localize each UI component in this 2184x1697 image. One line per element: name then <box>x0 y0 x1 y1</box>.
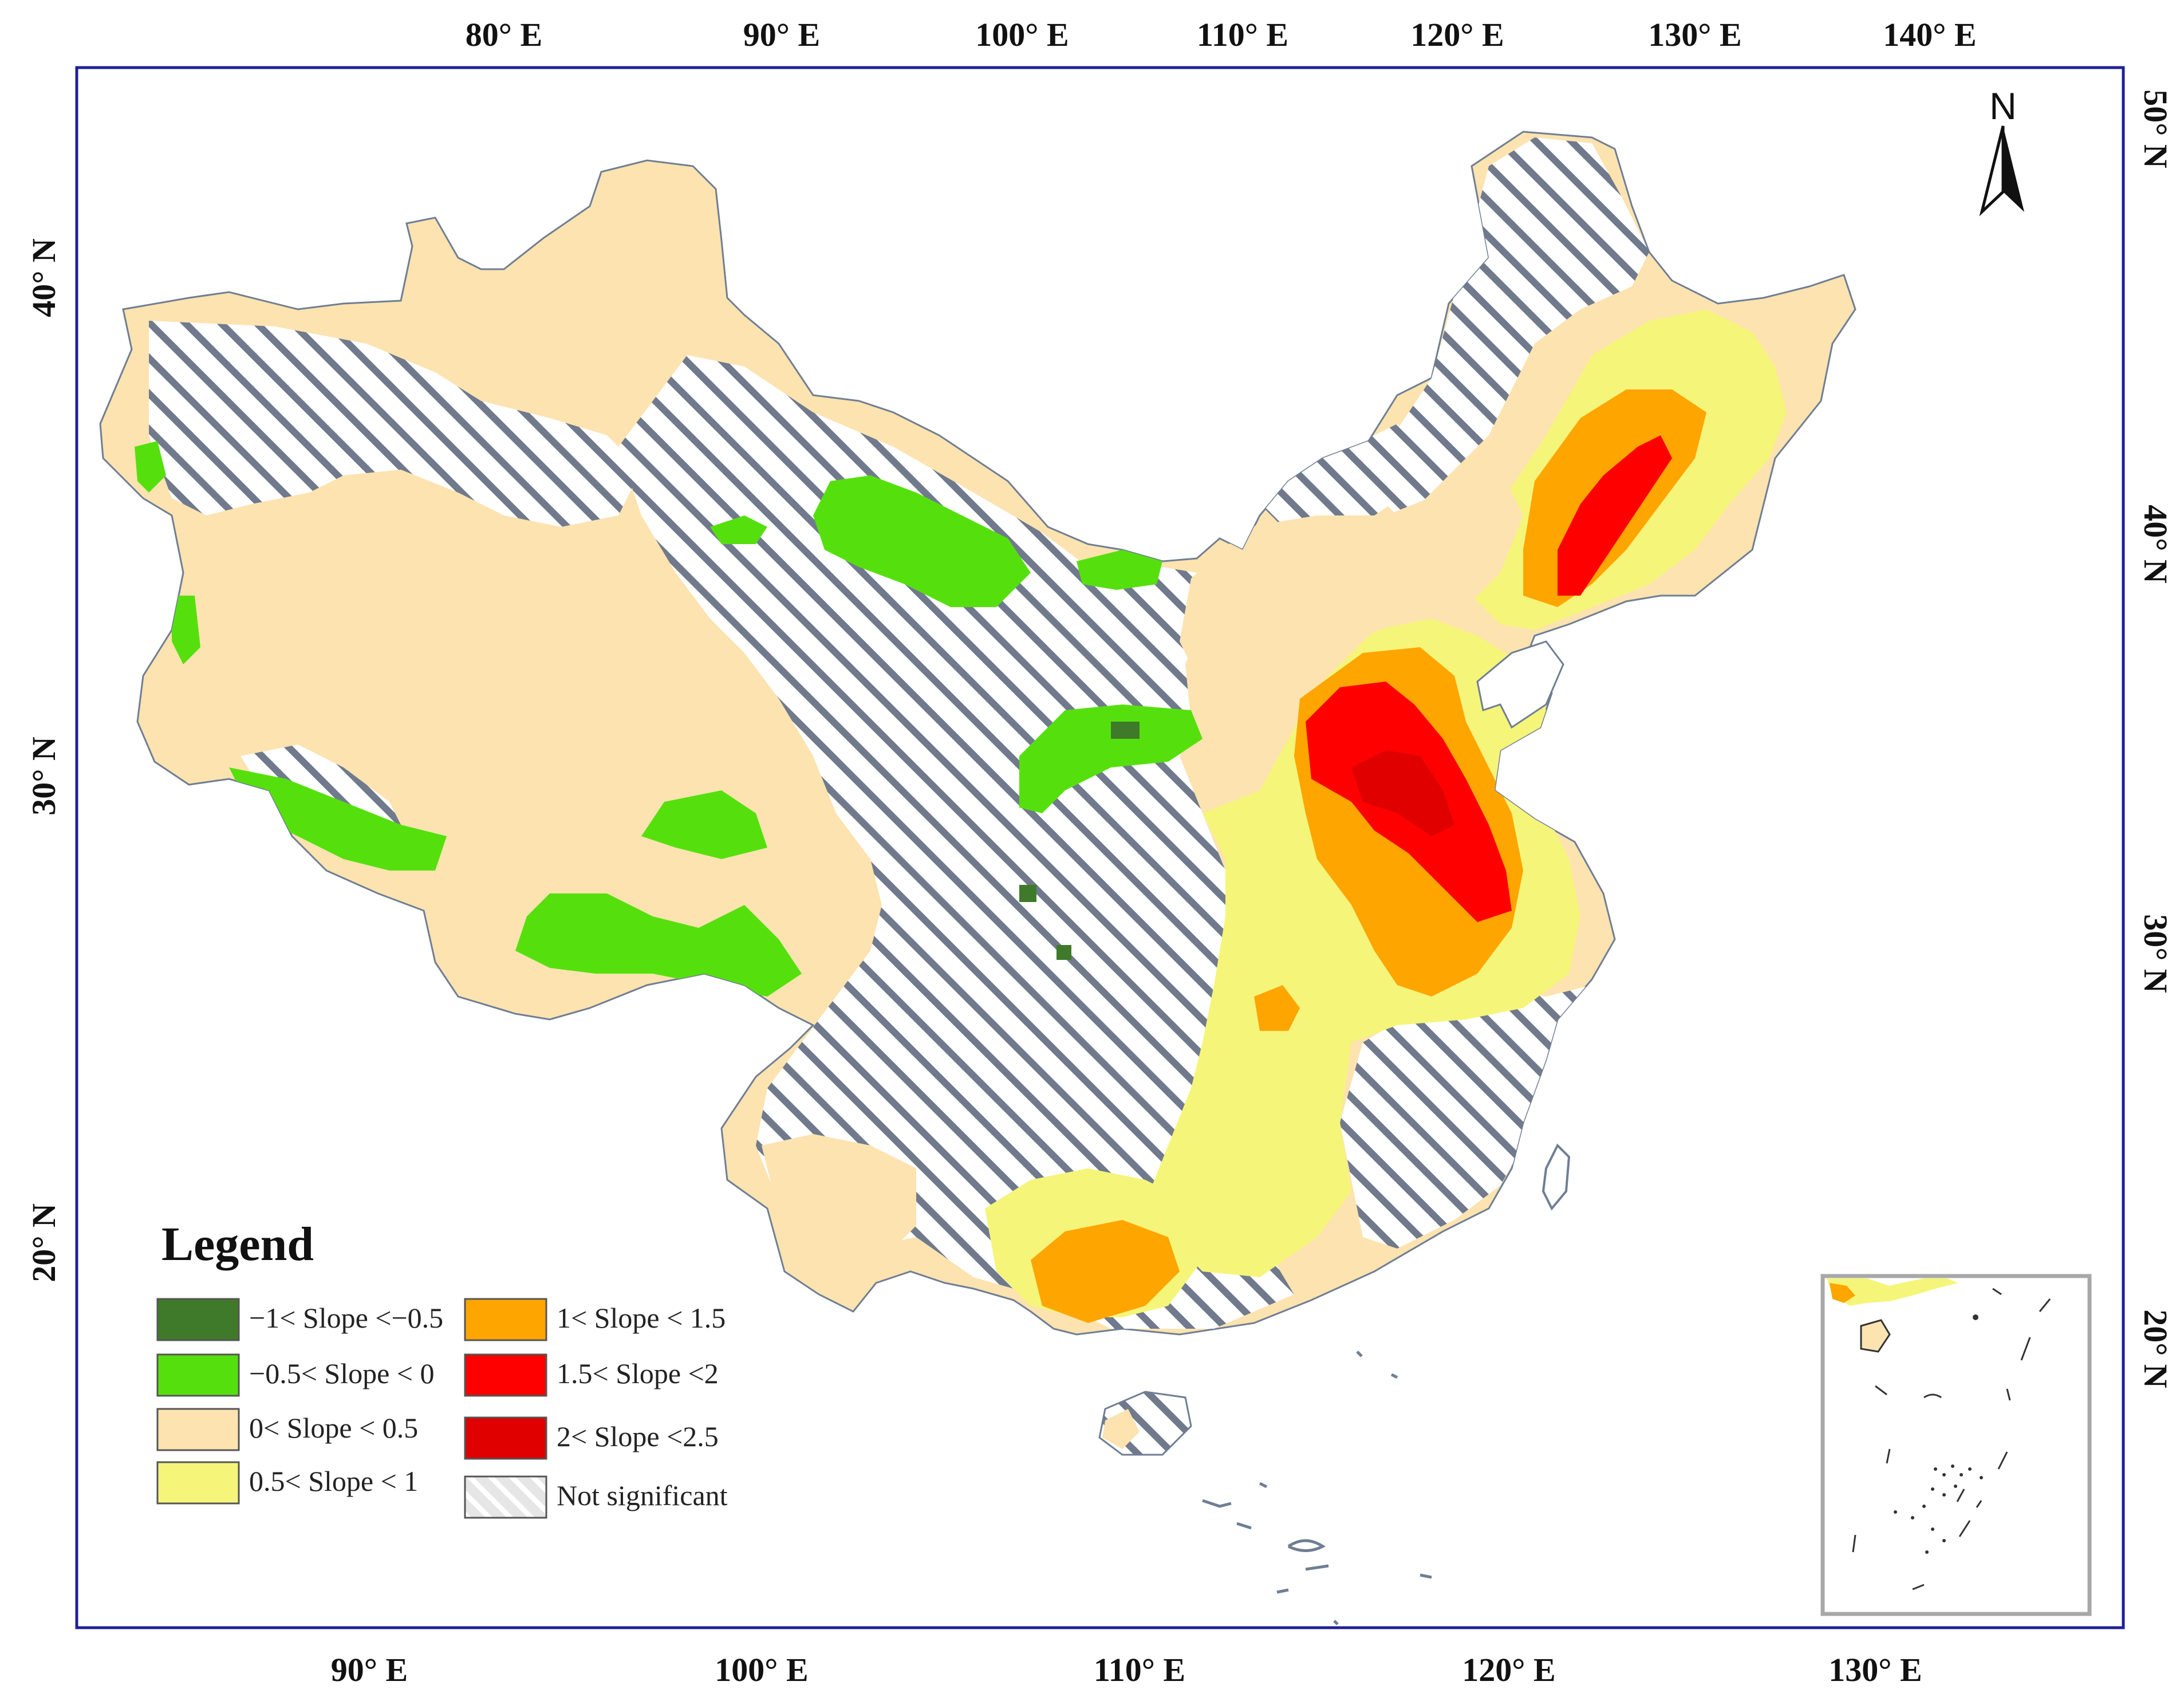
bottom-axis-label: 100° E <box>715 1651 808 1688</box>
right-axis-label: 50° N <box>2137 89 2174 168</box>
map-area: N Legend −1< Slope <−0.5 −0.5< Slope < 0 0… <box>99 85 2092 1625</box>
bottom-axis-label: 90° E <box>331 1651 408 1688</box>
legend-swatch <box>464 1416 547 1460</box>
hainan-island-beige <box>1102 1409 1140 1449</box>
bottom-axis-labels: 90° E 100° E 110° E 120° E 130° E <box>331 1651 1922 1688</box>
darkred-region-north-plain <box>1351 750 1454 836</box>
legend-swatch <box>156 1461 240 1505</box>
green-region-tibet-1 <box>229 767 447 871</box>
right-axis-label: 30° N <box>2137 914 2174 993</box>
green-region-hexi <box>813 475 1031 607</box>
beige-region-guangxi <box>762 1134 916 1260</box>
green-region-west-2 <box>172 596 200 664</box>
top-axis-label: 140° E <box>1883 16 1976 53</box>
green-region-qinghai <box>710 515 767 544</box>
top-axis-label: 100° E <box>975 16 1069 53</box>
legend-swatch <box>464 1475 547 1519</box>
hatch-region-northeast <box>1374 137 1649 515</box>
legend-swatch <box>464 1353 547 1397</box>
left-axis-label: 30° N <box>25 737 62 816</box>
green-region-tibet-2 <box>515 893 802 997</box>
north-arrow-icon <box>1979 125 2024 216</box>
orange-region-south <box>1031 1220 1180 1323</box>
legend-title: Legend <box>161 1218 314 1271</box>
hatch-region-southeast <box>1340 985 1592 1249</box>
legend-label: Not significant <box>557 1479 728 1511</box>
top-axis-label: 130° E <box>1648 16 1741 53</box>
legend-swatch <box>464 1298 547 1341</box>
top-axis-label: 90° E <box>743 16 820 53</box>
north-label: N <box>1989 85 2017 127</box>
right-axis-labels: 50° N 40° N 30° N 20° N <box>2137 89 2174 1388</box>
darkgreen-patch-2 <box>1019 885 1036 902</box>
right-axis-label: 20° N <box>2137 1309 2174 1388</box>
legend-swatch <box>156 1408 240 1451</box>
left-axis-label: 40° N <box>25 238 62 317</box>
legend-label: −1< Slope <−0.5 <box>249 1302 443 1334</box>
green-region-tibet-3 <box>641 790 767 859</box>
legend-label: 0.5< Slope < 1 <box>249 1465 418 1497</box>
orange-region-central <box>1254 985 1300 1031</box>
south-sea-islands <box>1202 1350 1432 1625</box>
legend-label: 0< Slope < 0.5 <box>249 1412 418 1444</box>
green-region-shaanxi <box>1019 704 1203 813</box>
bottom-axis-label: 130° E <box>1828 1651 1922 1688</box>
left-axis-labels: 40° N 30° N 20° N <box>25 238 62 1282</box>
legend-label: −0.5< Slope < 0 <box>249 1357 435 1389</box>
bottom-axis-label: 110° E <box>1094 1651 1185 1688</box>
top-axis-label: 80° E <box>466 16 542 53</box>
darkgreen-patch-1 <box>1111 722 1140 739</box>
legend-label: 1< Slope < 1.5 <box>557 1302 726 1334</box>
left-axis-label: 20° N <box>25 1203 62 1282</box>
top-axis-labels: 80° E 90° E 100° E 110° E 120° E 130° E 140° E <box>466 16 1977 53</box>
taiwan-island <box>1542 1143 1571 1211</box>
green-region-west <box>135 441 166 493</box>
legend-label: 2< Slope <2.5 <box>557 1420 719 1452</box>
right-axis-label: 40° N <box>2137 505 2174 584</box>
beige-region-northchina <box>1180 470 1523 687</box>
south-china-sea-inset <box>1820 1274 2092 1616</box>
legend-label: 1.5< Slope <2 <box>557 1357 719 1389</box>
top-axis-label: 110° E <box>1197 16 1288 53</box>
bottom-axis-label: 120° E <box>1462 1651 1555 1688</box>
green-region-ningxia <box>1077 550 1162 590</box>
legend-swatch <box>156 1353 240 1397</box>
legend: Legend −1< Slope <−0.5 −0.5< Slope < 0 0< … <box>156 1218 728 1519</box>
darkgreen-patch-3 <box>1056 945 1071 960</box>
bohai-sea <box>1476 640 1564 729</box>
hatch-region-center <box>618 355 1294 1329</box>
legend-swatch <box>156 1298 240 1341</box>
hatch-region-tarim <box>149 321 641 527</box>
top-axis-label: 120° E <box>1410 16 1504 53</box>
red-region-northeast <box>1558 435 1672 596</box>
hatch-region-inner-mongolia <box>1248 424 1420 527</box>
